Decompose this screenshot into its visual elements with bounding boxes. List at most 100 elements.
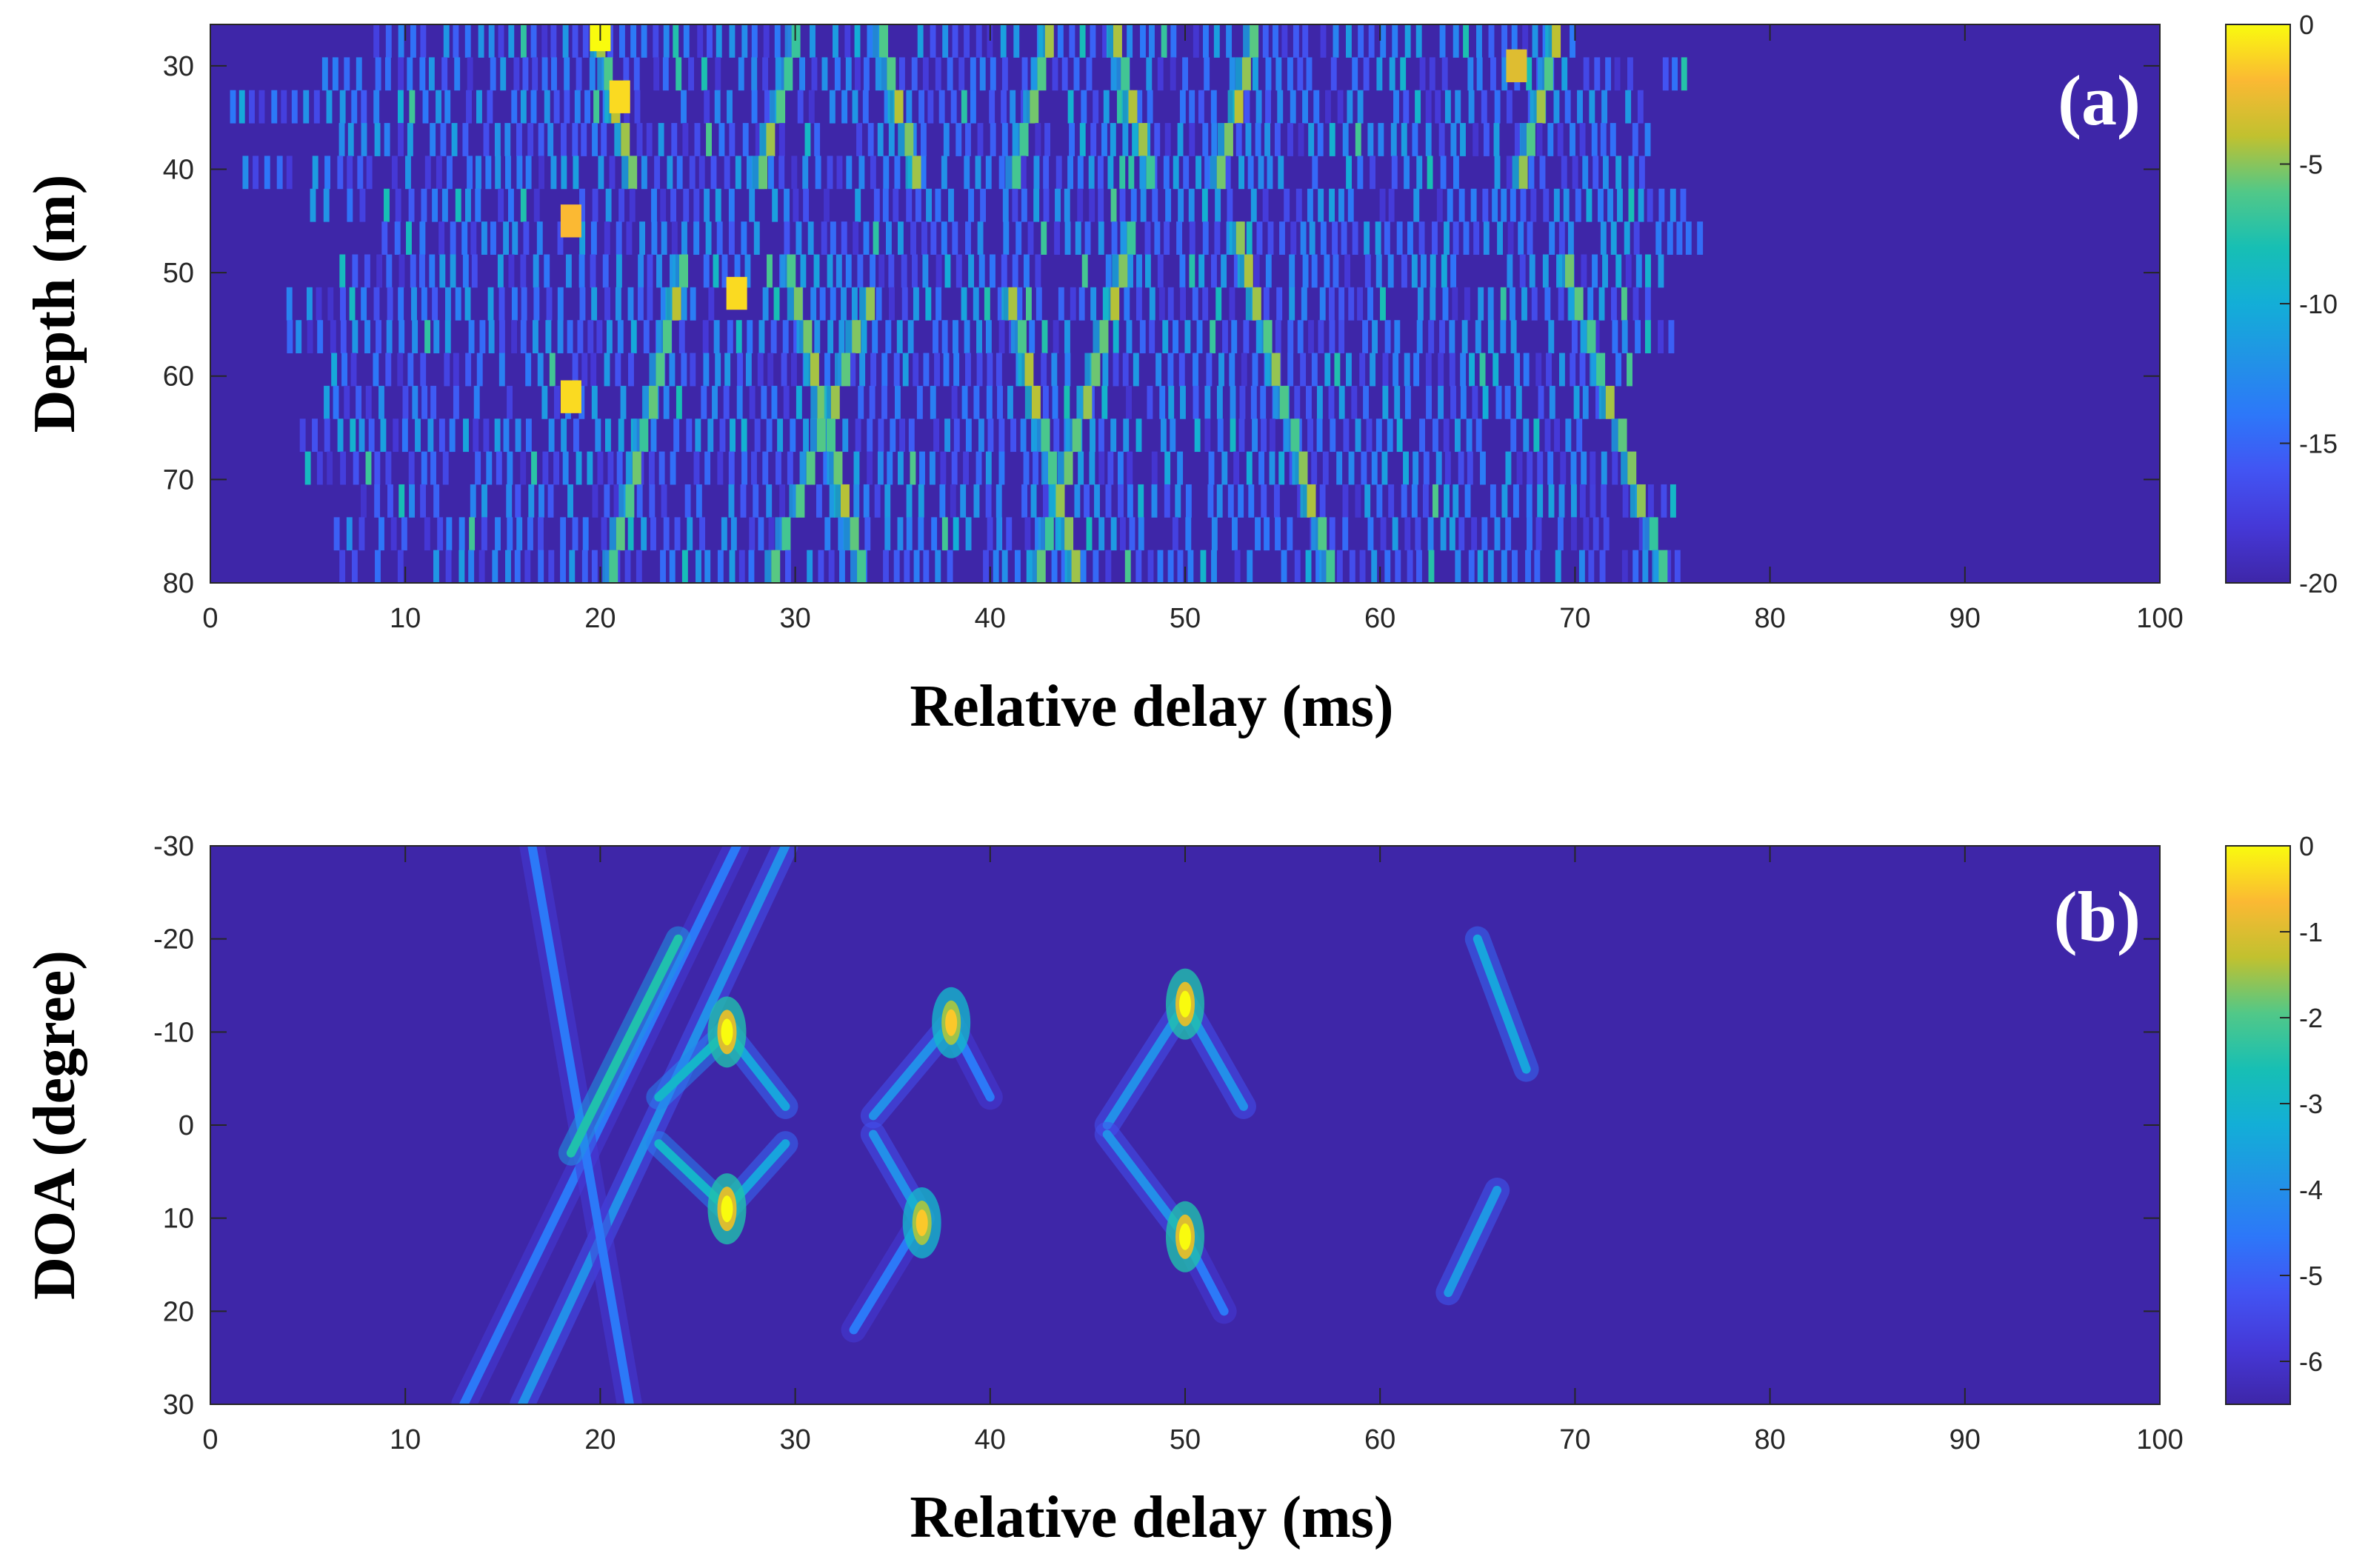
heat-cell (409, 484, 416, 518)
heat-cell (1494, 517, 1501, 551)
heat-cell (814, 320, 821, 354)
heat-cell (344, 385, 350, 419)
heat-cell (1343, 418, 1350, 453)
heat-cell (1417, 287, 1424, 321)
heat-cell (1438, 123, 1445, 156)
ridge (518, 846, 790, 1404)
heat-cell (324, 156, 330, 190)
heat-cell (630, 24, 637, 58)
heat-cell (424, 517, 430, 551)
heat-cell (998, 320, 1005, 354)
heat-cell (1453, 24, 1459, 58)
heat-cell (1507, 221, 1514, 255)
arrival-halo (845, 320, 853, 354)
heat-cell (854, 57, 861, 91)
heat-cell (1426, 385, 1432, 419)
arrival-cell (1564, 254, 1574, 288)
heat-cell (1172, 517, 1178, 551)
heat-cell (1463, 221, 1470, 255)
arrival-halo (789, 484, 796, 518)
heat-cell (948, 188, 954, 222)
heat-cell (508, 24, 515, 58)
heat-cell (1418, 221, 1425, 255)
heat-cell (478, 550, 485, 583)
heat-cell (863, 57, 870, 91)
heat-cell (791, 156, 798, 190)
heat-cell (500, 57, 507, 91)
heat-cell (264, 156, 270, 190)
heat-cell (1514, 353, 1521, 387)
heat-cell (636, 550, 642, 583)
heat-cell (1012, 254, 1018, 288)
hotspot-cell (726, 276, 747, 310)
heat-cell (1226, 221, 1233, 255)
heat-cell (424, 320, 431, 354)
heat-cell (1603, 517, 1610, 551)
heat-cell (781, 353, 787, 387)
heat-cell (579, 188, 585, 222)
heat-cell (1173, 156, 1179, 190)
heat-cell (443, 24, 450, 58)
heat-cell (1505, 517, 1512, 551)
arrival-halo (1512, 156, 1519, 190)
heat-cell (1135, 550, 1142, 583)
arrival-cell (1008, 287, 1018, 321)
heat-cell (1432, 221, 1438, 255)
heat-cell (565, 254, 572, 288)
heat-cell (1070, 287, 1076, 321)
heat-cell (1167, 353, 1174, 387)
heat-cell (1570, 123, 1575, 156)
heat-cell (810, 24, 816, 58)
heat-cell (310, 188, 316, 222)
heat-cell (1247, 550, 1253, 583)
arrival-cell (1216, 156, 1226, 190)
arrival-halo (1519, 123, 1527, 156)
heat-cell (541, 57, 548, 91)
heat-cell (307, 320, 313, 354)
heat-cell (1455, 90, 1461, 124)
arrival-cell (776, 90, 786, 124)
heat-cell (987, 418, 994, 453)
heat-cell (536, 221, 543, 255)
heat-cell (1538, 385, 1544, 419)
heat-cell (533, 188, 540, 222)
heat-cell (1176, 221, 1183, 255)
heat-cell (1553, 188, 1560, 222)
heat-cell (1089, 188, 1095, 222)
heat-cell (1627, 57, 1633, 91)
heat-cell (601, 517, 607, 551)
heat-cell (1401, 484, 1407, 518)
arrival-halo (1041, 451, 1048, 485)
heat-cell (1658, 188, 1665, 222)
ridge (1473, 934, 1531, 1074)
arrival-cell (1121, 57, 1130, 91)
heat-cell (673, 24, 679, 58)
heat-cell (1423, 451, 1430, 485)
heat-cell (1182, 57, 1188, 91)
heat-cell (661, 221, 667, 255)
heat-cell (478, 24, 484, 58)
heat-cell (1159, 385, 1166, 419)
heat-cell (1320, 24, 1327, 58)
heat-cell (1558, 221, 1565, 255)
arrival-halo (1621, 451, 1628, 485)
heat-cell (758, 517, 764, 551)
heat-cell (951, 451, 958, 485)
heat-cell (521, 287, 527, 321)
heat-cell (360, 484, 367, 518)
heat-cell (1388, 188, 1395, 222)
heat-cell (385, 353, 392, 387)
heat-cell (1582, 385, 1589, 419)
heat-cell (1382, 385, 1389, 419)
heat-cell (935, 550, 941, 583)
arrival-cell (672, 287, 681, 321)
heat-cell (490, 57, 496, 91)
heat-cell (407, 123, 413, 156)
heat-cell (1233, 451, 1240, 485)
heat-cell (1258, 156, 1264, 190)
heat-cell (1680, 188, 1687, 222)
heat-cell (239, 90, 245, 124)
heat-cell (358, 517, 365, 551)
arrival-cell (616, 517, 625, 551)
heat-cell (1265, 90, 1271, 124)
